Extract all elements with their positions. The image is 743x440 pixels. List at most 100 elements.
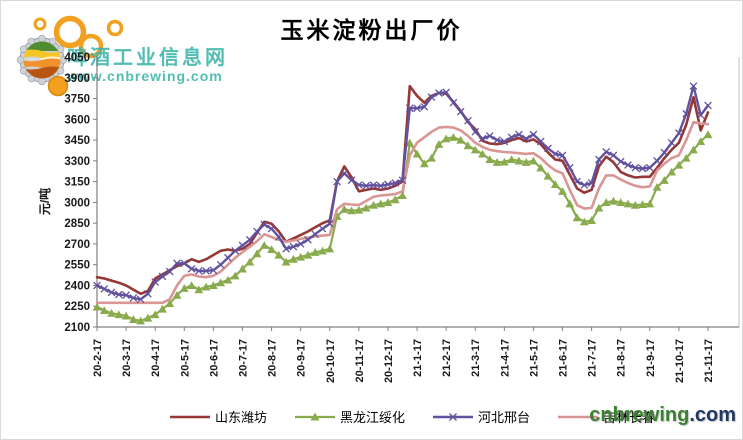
x-marker: [464, 116, 472, 125]
triangle-marker: [579, 217, 589, 226]
triangle-marker: [288, 254, 298, 263]
triangle-marker: [136, 316, 146, 325]
x-marker: [245, 235, 254, 244]
x-tick-label: 21-4-17: [499, 339, 511, 377]
legend-swatch: [433, 412, 474, 421]
x-marker: [114, 290, 123, 299]
footer-brand: cnbrewing.com: [589, 404, 736, 427]
y-tick-label: 3000: [64, 197, 90, 209]
chart-title: 玉米淀粉出厂价: [280, 18, 463, 43]
x-marker: [544, 144, 552, 153]
triangle-marker: [347, 206, 356, 215]
triangle-marker: [143, 313, 153, 322]
triangle-marker: [507, 155, 517, 164]
x-marker: [151, 278, 160, 286]
x-marker: [435, 89, 443, 97]
triangle-marker: [419, 159, 429, 168]
x-marker: [274, 233, 283, 241]
triangle-marker: [645, 199, 655, 208]
triangle-marker: [667, 167, 677, 176]
triangle-marker: [172, 290, 182, 299]
x-marker: [507, 133, 516, 142]
x-marker: [704, 101, 712, 110]
x-marker: [405, 104, 414, 113]
x-marker: [515, 130, 523, 139]
triangle-marker: [230, 271, 240, 280]
x-marker: [696, 111, 705, 120]
x-marker: [318, 224, 327, 233]
triangle-marker: [158, 304, 167, 313]
triangle-marker: [390, 195, 400, 204]
triangle-marker: [223, 275, 233, 284]
x-marker: [442, 88, 451, 97]
x-tick-label: 21-10-17: [674, 339, 686, 383]
x-tick-label: 20-3-17: [121, 339, 133, 377]
x-marker: [253, 227, 261, 236]
triangle-marker: [201, 282, 211, 291]
triangle-marker: [405, 138, 415, 147]
x-marker: [413, 104, 421, 113]
y-tick-label: 3300: [64, 156, 90, 168]
x-marker: [158, 272, 167, 281]
x-tick-label: 21-3-17: [470, 339, 482, 377]
triangle-marker: [499, 157, 509, 166]
x-tick-label: 21-9-17: [645, 339, 657, 377]
triangle-marker: [609, 196, 618, 205]
x-tick-label: 20-6-17: [208, 339, 220, 377]
x-marker: [231, 246, 240, 255]
triangle-marker: [550, 180, 560, 188]
triangle-marker: [594, 203, 604, 212]
triangle-marker: [674, 160, 684, 169]
x-marker: [391, 179, 400, 187]
x-marker: [100, 285, 109, 293]
bottle-cap-icon: [16, 34, 69, 97]
x-marker: [580, 181, 589, 189]
legend-item-1: 山东潍坊: [169, 407, 267, 426]
triangle-marker: [529, 156, 538, 165]
x-tick-label: 21-11-17: [703, 339, 715, 382]
x-tick-label: 20-12-17: [383, 339, 395, 383]
y-tick-label: 2400: [64, 280, 90, 292]
legend-label-3: 河北邢台: [478, 410, 531, 425]
triangle-marker: [150, 310, 160, 319]
triangle-marker: [652, 182, 662, 191]
x-marker: [194, 267, 203, 275]
triangle-marker: [565, 199, 575, 208]
triangle-marker: [514, 156, 524, 165]
x-marker: [667, 138, 676, 147]
x-marker: [107, 288, 116, 297]
x-marker: [689, 82, 698, 90]
triangle-marker: [114, 310, 124, 319]
legend-label-2: 黑龙江绥化: [340, 410, 406, 425]
x-marker: [616, 157, 625, 166]
x-marker: [427, 93, 436, 102]
x-marker: [362, 181, 370, 190]
x-marker: [224, 253, 232, 262]
x-marker: [420, 102, 429, 111]
triangle-marker: [536, 163, 546, 172]
triangle-marker: [259, 241, 269, 249]
triangle-marker: [128, 315, 138, 323]
triangle-marker: [245, 257, 255, 266]
x-marker: [187, 264, 196, 273]
x-marker: [558, 151, 567, 160]
triangle-marker: [194, 285, 204, 294]
triangle-marker: [383, 198, 393, 206]
x-marker: [682, 109, 691, 118]
triangle-marker: [361, 203, 371, 212]
footer-brand-name: cnbrewing: [589, 404, 690, 426]
triangle-marker: [638, 200, 647, 209]
triangle-marker: [252, 249, 262, 258]
triangle-marker: [558, 187, 567, 195]
x-marker: [536, 137, 545, 146]
x-marker: [645, 163, 654, 172]
triangle-marker: [696, 137, 706, 146]
x-marker: [609, 151, 618, 160]
triangle-marker: [463, 141, 473, 150]
y-tick-label: 3450: [64, 135, 90, 147]
x-marker: [354, 181, 363, 189]
triangle-marker: [274, 250, 284, 259]
chart-legend: 山东潍坊 黑龙江绥化 河北邢台 吉林长春: [169, 407, 655, 426]
